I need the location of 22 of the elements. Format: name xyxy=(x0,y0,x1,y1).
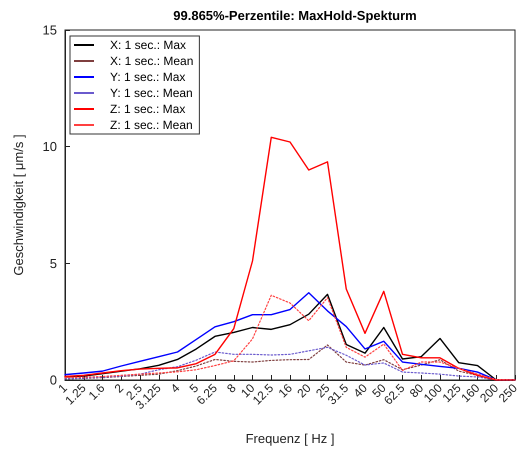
x-tick-label: 40 xyxy=(350,380,370,400)
legend-label: Z: 1 sec.: Mean xyxy=(110,118,193,132)
legend-label: X: 1 sec.: Max xyxy=(110,38,186,52)
x-tick-label: 2 xyxy=(112,380,126,396)
x-tick-label: 8 xyxy=(224,380,239,396)
y-tick-label: 0 xyxy=(50,372,57,388)
y-tick-label: 5 xyxy=(50,256,57,271)
x-tick-label: 1.6 xyxy=(86,380,108,403)
legend-label: Y: 1 sec.: Max xyxy=(110,70,186,84)
y-axis-title: Geschwindigkeit [ μm/s ] xyxy=(11,134,26,276)
x-tick-label: 5 xyxy=(186,380,202,396)
y-tick-label: 15 xyxy=(42,22,57,38)
legend-label: X: 1 sec.: Mean xyxy=(110,54,194,68)
x-tick-label: 4 xyxy=(168,380,183,396)
x-tick-label: 1 xyxy=(55,380,70,396)
x-axis-title: Frequenz [ Hz ] xyxy=(246,431,334,446)
legend-label: Z: 1 sec.: Max xyxy=(110,102,186,116)
x-tick-label: 20 xyxy=(294,380,314,400)
chart-title: 99.865%-Perzentile: MaxHold-Spekturm xyxy=(173,8,417,23)
x-tick-label: 16 xyxy=(276,380,296,400)
y-tick-label: 10 xyxy=(42,139,57,154)
legend-label: Y: 1 sec.: Mean xyxy=(110,86,193,100)
